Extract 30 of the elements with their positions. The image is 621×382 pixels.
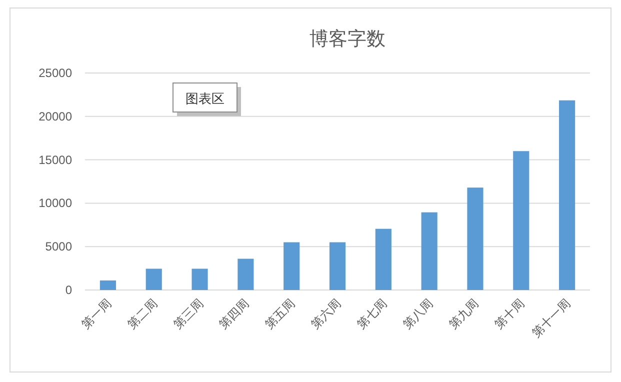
bar xyxy=(238,258,254,290)
y-tick-label: 0 xyxy=(65,283,72,297)
x-tick-label: 第七周 xyxy=(354,296,390,332)
bar xyxy=(559,100,576,290)
y-tick-label: 10000 xyxy=(38,196,72,210)
x-tick-label: 第三周 xyxy=(170,296,206,332)
bar xyxy=(375,228,392,290)
x-tick-label: 第一周 xyxy=(78,296,114,332)
x-tick-label: 第六周 xyxy=(308,296,344,332)
bar xyxy=(100,280,116,290)
x-tick-label: 第十一周 xyxy=(529,296,574,340)
y-tick-label: 20000 xyxy=(38,109,72,124)
bar xyxy=(329,242,346,290)
bar xyxy=(467,188,484,290)
y-tick-label: 5000 xyxy=(45,240,72,254)
bar xyxy=(192,268,208,290)
chart-title: 博客字数 xyxy=(310,28,386,50)
x-tick-label: 第八周 xyxy=(400,296,436,332)
bar xyxy=(284,242,300,290)
y-tick-label: 15000 xyxy=(38,152,72,167)
annotation: 图表区 xyxy=(186,91,224,106)
y-tick-label: 25000 xyxy=(38,66,72,80)
x-tick-label: 第五周 xyxy=(262,296,298,332)
x-tick-label: 第二周 xyxy=(124,296,160,332)
x-tick-label: 第九周 xyxy=(446,296,482,332)
bar xyxy=(513,151,530,290)
bar xyxy=(146,268,162,290)
x-tick-label: 第四周 xyxy=(216,296,252,332)
x-tick-label: 第十周 xyxy=(492,296,528,332)
bar xyxy=(421,212,438,290)
